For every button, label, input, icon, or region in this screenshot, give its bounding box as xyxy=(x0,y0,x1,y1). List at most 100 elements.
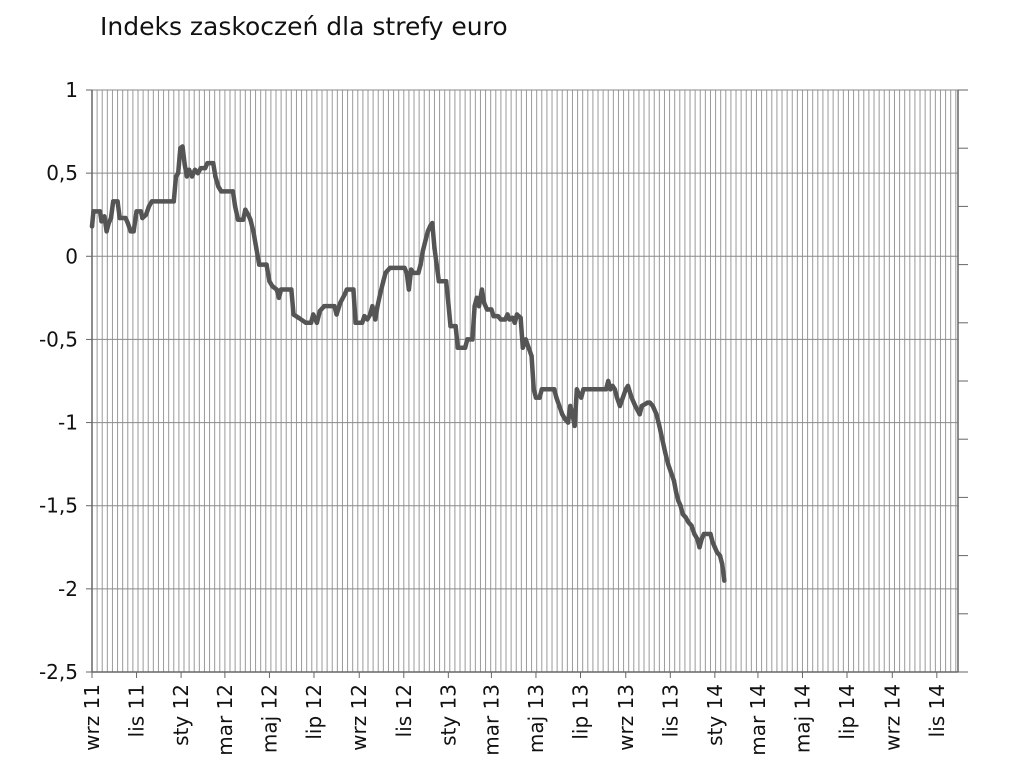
data-point xyxy=(470,337,475,342)
y-tick-label: -2,5 xyxy=(39,660,78,684)
data-point xyxy=(472,303,477,309)
data-point xyxy=(416,270,421,276)
x-tick-label: lis 12 xyxy=(392,684,416,737)
data-point xyxy=(267,279,272,284)
data-point xyxy=(131,229,136,234)
data-point xyxy=(213,174,218,179)
data-point xyxy=(308,320,314,325)
data-point xyxy=(432,245,437,251)
data-point xyxy=(195,170,201,176)
data-point xyxy=(216,184,221,189)
x-tick-label: lip 12 xyxy=(302,684,326,740)
data-point xyxy=(276,295,282,301)
data-point xyxy=(633,403,638,409)
data-point xyxy=(254,245,259,251)
x-tick-labels: wrz 11 lis 11 sty 12 mar 12 maj 12 lip 12 wrz … xyxy=(80,684,949,756)
data-point xyxy=(381,279,386,284)
data-point xyxy=(246,212,251,217)
data-point xyxy=(264,262,269,267)
data-point xyxy=(462,345,468,350)
data-point xyxy=(491,313,496,319)
data-point xyxy=(344,287,350,292)
data-point xyxy=(365,317,370,322)
y-tick-label: 1 xyxy=(65,78,78,102)
data-point xyxy=(572,423,577,429)
data-point xyxy=(219,189,224,194)
data-point xyxy=(714,550,720,555)
data-point xyxy=(359,320,365,325)
data-point xyxy=(387,265,393,271)
data-point xyxy=(138,209,144,214)
data-point xyxy=(173,174,179,179)
data-point xyxy=(668,470,674,475)
data-point xyxy=(717,553,723,558)
y-tick-label: -1 xyxy=(58,411,78,435)
data-point xyxy=(89,224,95,229)
data-point xyxy=(143,212,149,217)
data-point xyxy=(91,209,96,214)
data-point xyxy=(192,167,198,173)
data-point xyxy=(617,403,623,409)
data-point xyxy=(623,387,628,392)
y-tick-label: -1,5 xyxy=(39,494,78,518)
data-point xyxy=(606,378,611,384)
data-point xyxy=(533,395,539,400)
data-point xyxy=(660,437,665,442)
data-point xyxy=(368,312,373,317)
y-tick-label: 0,5 xyxy=(46,161,78,185)
data-point xyxy=(455,345,461,350)
data-point xyxy=(317,308,323,314)
data-point xyxy=(557,403,562,409)
y-tick-label: -0,5 xyxy=(39,327,78,351)
data-point xyxy=(465,337,470,342)
data-point xyxy=(97,209,103,214)
data-point xyxy=(654,412,659,417)
data-point xyxy=(453,323,458,329)
data-point xyxy=(342,292,347,297)
data-point xyxy=(639,403,645,409)
data-point xyxy=(481,300,487,306)
data-point xyxy=(637,412,642,417)
data-point xyxy=(351,287,356,292)
data-point xyxy=(402,265,407,271)
data-point xyxy=(296,315,301,321)
data-point xyxy=(523,337,528,342)
data-point xyxy=(180,144,185,149)
data-point xyxy=(378,290,383,296)
data-point xyxy=(189,174,195,179)
data-point xyxy=(495,313,501,319)
data-point xyxy=(676,498,681,503)
data-point xyxy=(205,160,210,166)
data-point xyxy=(612,387,618,392)
data-point xyxy=(510,315,515,321)
data-point xyxy=(198,165,203,171)
data-point xyxy=(406,287,412,292)
data-point xyxy=(115,199,120,204)
data-point xyxy=(484,307,490,312)
data-point xyxy=(123,215,128,221)
x-tick-label: lip 13 xyxy=(568,684,592,740)
data-point xyxy=(446,300,451,306)
data-point xyxy=(625,383,631,389)
data-point xyxy=(423,237,428,242)
data-point xyxy=(108,215,114,221)
data-point xyxy=(692,531,697,537)
data-point xyxy=(520,345,526,350)
data-point xyxy=(610,383,615,389)
data-point xyxy=(650,403,655,409)
data-point xyxy=(503,317,508,322)
data-point xyxy=(186,167,192,173)
data-point xyxy=(303,320,309,325)
x-tick-label: maj 12 xyxy=(257,684,281,753)
data-point xyxy=(171,199,176,204)
data-point xyxy=(102,214,107,219)
data-point xyxy=(404,270,409,276)
data-point xyxy=(251,229,256,234)
data-point xyxy=(498,317,504,322)
data-point xyxy=(184,174,190,179)
data-point xyxy=(443,279,449,284)
data-point xyxy=(211,160,216,166)
x-tick-label: sty 13 xyxy=(436,684,460,746)
data-point xyxy=(680,511,685,517)
data-point xyxy=(291,312,296,317)
